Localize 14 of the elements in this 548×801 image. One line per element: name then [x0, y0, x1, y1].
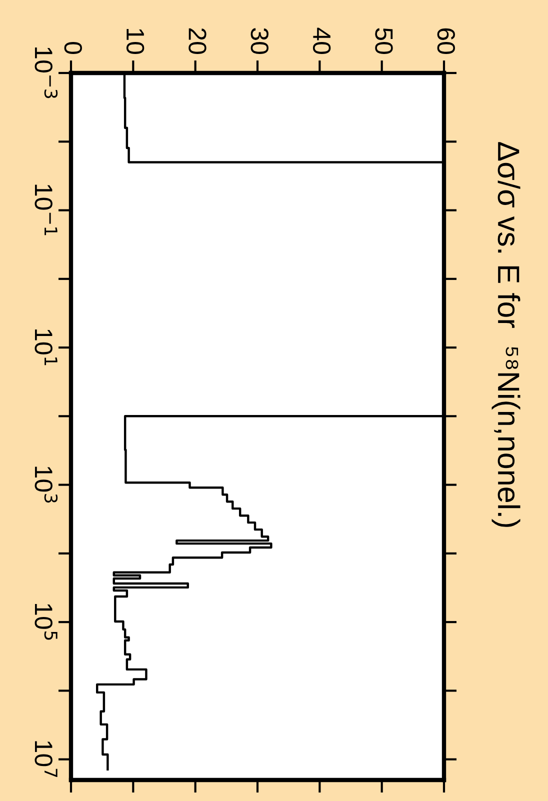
y-tick-label: 10$^{7}$	[34, 741, 58, 778]
y-tick-label: 10$^{5}$	[34, 604, 58, 640]
x-tick-label: 60	[437, 28, 455, 54]
y-tick-label: 10$^{3}$	[34, 466, 58, 503]
x-tick-label: 50	[375, 28, 393, 54]
text: Δσ/σ vs. E for ⁵⁸Ni(n,nonel.)	[492, 142, 520, 527]
x-tick-label: 20	[188, 28, 206, 54]
x-tick-label: 30	[250, 28, 268, 54]
y-tick-label: 10$^{−1}$	[34, 184, 58, 236]
y-tick-label: 10$^{−3}$	[34, 48, 58, 98]
y-tick-label: 10$^{1}$	[34, 329, 58, 366]
x-tick-label: 0	[64, 42, 82, 54]
x-tick-label: 40	[312, 28, 331, 54]
x-tick-label: 10	[126, 29, 144, 54]
